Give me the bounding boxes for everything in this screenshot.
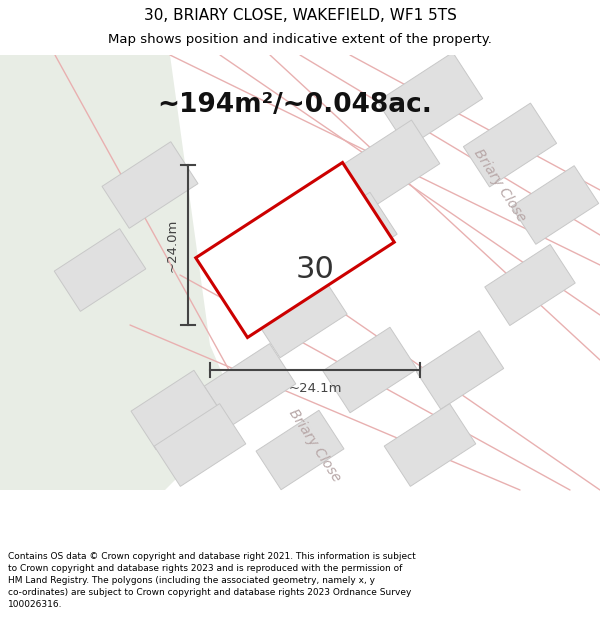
- Polygon shape: [102, 142, 198, 228]
- Text: Contains OS data © Crown copyright and database right 2021. This information is : Contains OS data © Crown copyright and d…: [8, 552, 416, 561]
- Text: Briary Close: Briary Close: [471, 146, 529, 224]
- Polygon shape: [377, 52, 483, 148]
- Text: 100026316.: 100026316.: [8, 600, 62, 609]
- Polygon shape: [196, 162, 394, 338]
- Text: co-ordinates) are subject to Crown copyright and database rights 2023 Ordnance S: co-ordinates) are subject to Crown copyr…: [8, 588, 412, 597]
- Polygon shape: [154, 404, 246, 486]
- Text: 30, BRIARY CLOSE, WAKEFIELD, WF1 5TS: 30, BRIARY CLOSE, WAKEFIELD, WF1 5TS: [143, 8, 457, 23]
- Text: 30: 30: [296, 256, 334, 284]
- Text: to Crown copyright and database rights 2023 and is reproduced with the permissio: to Crown copyright and database rights 2…: [8, 564, 403, 573]
- Polygon shape: [54, 229, 146, 311]
- Text: Map shows position and indicative extent of the property.: Map shows position and indicative extent…: [108, 33, 492, 46]
- Polygon shape: [131, 370, 219, 450]
- Polygon shape: [463, 103, 557, 187]
- Polygon shape: [303, 192, 397, 278]
- Polygon shape: [340, 120, 440, 210]
- Text: HM Land Registry. The polygons (including the associated geometry, namely x, y: HM Land Registry. The polygons (includin…: [8, 576, 375, 585]
- Polygon shape: [384, 404, 476, 486]
- Text: ~24.0m: ~24.0m: [166, 218, 179, 272]
- Text: ~194m²/~0.048ac.: ~194m²/~0.048ac.: [158, 92, 433, 118]
- Polygon shape: [485, 244, 575, 326]
- Polygon shape: [0, 55, 240, 490]
- Polygon shape: [253, 272, 347, 358]
- Polygon shape: [256, 410, 344, 490]
- Polygon shape: [416, 331, 504, 409]
- Polygon shape: [511, 166, 599, 244]
- Text: Briary Close: Briary Close: [286, 406, 344, 484]
- Text: ~24.1m: ~24.1m: [288, 381, 342, 394]
- Polygon shape: [204, 344, 296, 426]
- Polygon shape: [323, 328, 417, 412]
